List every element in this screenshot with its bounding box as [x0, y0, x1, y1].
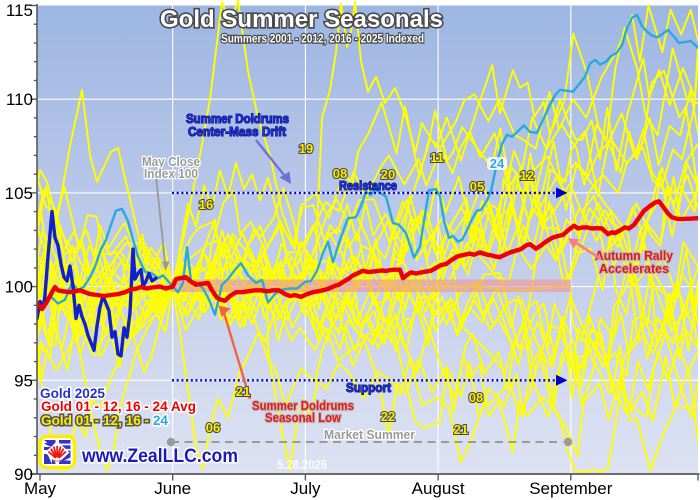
svg-text:05: 05 [470, 179, 484, 194]
svg-text:95: 95 [14, 371, 33, 390]
svg-text:105: 105 [5, 184, 33, 203]
svg-text:Gold 2025: Gold 2025 [40, 386, 105, 401]
svg-text:22: 22 [381, 409, 395, 424]
svg-text:19: 19 [299, 141, 313, 156]
svg-text:Accelerates: Accelerates [599, 261, 669, 276]
svg-text:Gold Summer Seasonals: Gold Summer Seasonals [160, 6, 443, 33]
svg-text:July: July [290, 479, 321, 498]
svg-text:Summers 2001 - 2012, 2016 - 20: Summers 2001 - 2012, 2016 - 2025 Indexed [221, 32, 424, 46]
svg-text:Summer Doldrums: Summer Doldrums [186, 111, 289, 126]
svg-text:June: June [154, 479, 191, 498]
svg-text:08: 08 [469, 390, 483, 405]
svg-text:Market Summer: Market Summer [324, 427, 415, 442]
svg-text:September: September [529, 479, 612, 498]
svg-text:16: 16 [199, 197, 213, 212]
svg-text:06: 06 [206, 420, 220, 435]
svg-text:May: May [24, 479, 57, 498]
svg-text:20: 20 [381, 167, 395, 182]
svg-text:Seasonal Low: Seasonal Low [265, 410, 342, 425]
svg-text:www.ZealLLC.com: www.ZealLLC.com [81, 446, 238, 467]
svg-text:Autumn Rally: Autumn Rally [595, 248, 674, 263]
svg-text:100: 100 [5, 278, 33, 297]
svg-text:Summer Doldrums: Summer Doldrums [252, 398, 354, 413]
svg-text:110: 110 [6, 90, 33, 109]
svg-text:Gold 01 - 12, 16 - 24: Gold 01 - 12, 16 - 24 [41, 413, 168, 428]
svg-text:21: 21 [236, 384, 250, 399]
svg-text:Resistance: Resistance [339, 178, 397, 193]
svg-text:115: 115 [6, 1, 33, 20]
svg-text:May Close: May Close [142, 154, 200, 169]
svg-text:08: 08 [333, 166, 347, 181]
svg-text:Gold 01 - 12, 16 - 24 Avg: Gold 01 - 12, 16 - 24 Avg [41, 399, 196, 414]
svg-text:12: 12 [520, 168, 534, 183]
svg-text:Index 100: Index 100 [144, 166, 198, 181]
svg-text:24: 24 [490, 156, 505, 171]
svg-text:90: 90 [14, 465, 33, 484]
svg-text:21: 21 [454, 422, 468, 437]
svg-text:August: August [412, 479, 465, 498]
svg-text:5.28.2025: 5.28.2025 [277, 457, 327, 472]
svg-text:11: 11 [430, 150, 444, 165]
svg-text:Support: Support [346, 380, 392, 395]
svg-text:Center-Mass Drift: Center-Mass Drift [188, 124, 287, 139]
